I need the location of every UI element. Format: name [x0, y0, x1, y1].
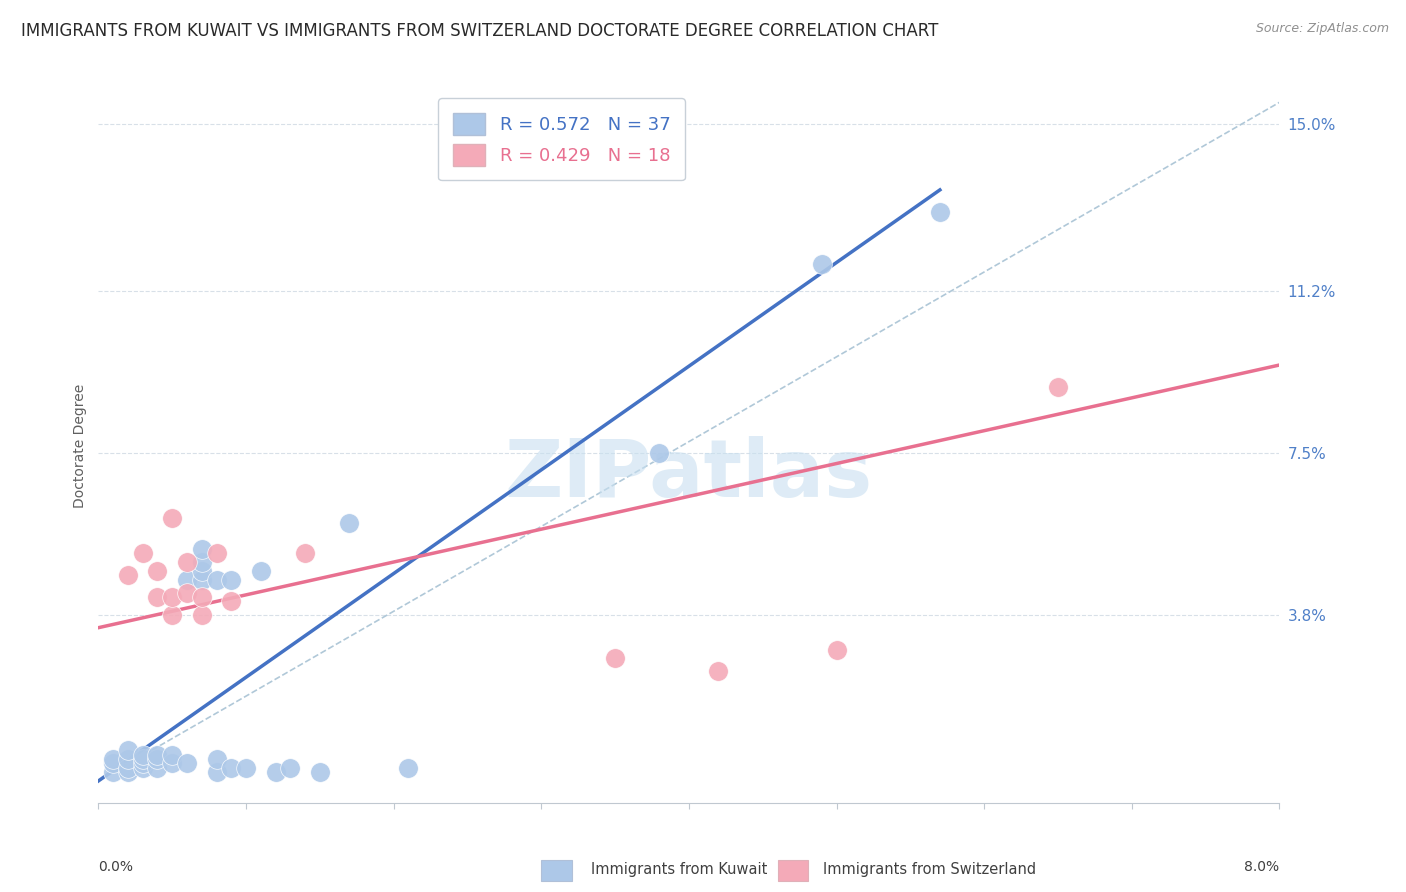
Point	[162, 747, 183, 762]
Point	[176, 585, 198, 599]
Point	[146, 752, 169, 766]
Point	[928, 204, 950, 219]
Point	[219, 761, 242, 775]
Point	[117, 568, 139, 582]
Text: 0.0%: 0.0%	[98, 860, 134, 873]
Point	[810, 257, 832, 271]
Point	[162, 607, 183, 622]
Point	[117, 743, 139, 757]
Point	[176, 573, 198, 587]
Text: 8.0%: 8.0%	[1244, 860, 1279, 873]
Point	[162, 756, 183, 771]
Point	[219, 594, 242, 608]
Point	[162, 590, 183, 604]
Point	[132, 756, 155, 771]
Point	[294, 546, 316, 560]
Point	[103, 756, 125, 771]
Point	[191, 555, 214, 569]
Point	[191, 573, 214, 587]
Point	[146, 761, 169, 775]
Point	[176, 555, 198, 569]
Point	[191, 607, 214, 622]
Y-axis label: Doctorate Degree: Doctorate Degree	[73, 384, 87, 508]
Point	[264, 765, 287, 780]
Point	[235, 761, 257, 775]
Point	[117, 761, 139, 775]
Point	[1046, 380, 1069, 394]
Point	[205, 546, 228, 560]
Point	[205, 573, 228, 587]
Point	[825, 642, 848, 657]
Point	[205, 752, 228, 766]
Point	[278, 761, 302, 775]
Legend: R = 0.572   N = 37, R = 0.429   N = 18: R = 0.572 N = 37, R = 0.429 N = 18	[439, 98, 685, 180]
Point	[146, 564, 169, 578]
Point	[146, 590, 169, 604]
Point	[205, 765, 228, 780]
Point	[337, 516, 360, 530]
Point	[117, 752, 139, 766]
Point	[396, 761, 419, 775]
Point	[648, 445, 671, 459]
Text: Immigrants from Switzerland: Immigrants from Switzerland	[823, 863, 1036, 877]
Text: ZIPatlas: ZIPatlas	[505, 435, 873, 514]
Point	[103, 752, 125, 766]
Point	[250, 564, 273, 578]
Point	[176, 756, 198, 771]
Point	[308, 765, 332, 780]
Point	[605, 651, 627, 665]
Text: Immigrants from Kuwait: Immigrants from Kuwait	[591, 863, 766, 877]
Point	[132, 747, 155, 762]
Point	[132, 546, 155, 560]
Point	[146, 747, 169, 762]
Point	[707, 665, 730, 679]
Point	[219, 573, 242, 587]
Point	[103, 765, 125, 780]
Text: Source: ZipAtlas.com: Source: ZipAtlas.com	[1256, 22, 1389, 36]
Point	[132, 761, 155, 775]
Text: IMMIGRANTS FROM KUWAIT VS IMMIGRANTS FROM SWITZERLAND DOCTORATE DEGREE CORRELATI: IMMIGRANTS FROM KUWAIT VS IMMIGRANTS FRO…	[21, 22, 938, 40]
Point	[132, 752, 155, 766]
Point	[191, 541, 214, 556]
Point	[117, 765, 139, 780]
Point	[191, 564, 214, 578]
Point	[191, 590, 214, 604]
Point	[162, 511, 183, 525]
